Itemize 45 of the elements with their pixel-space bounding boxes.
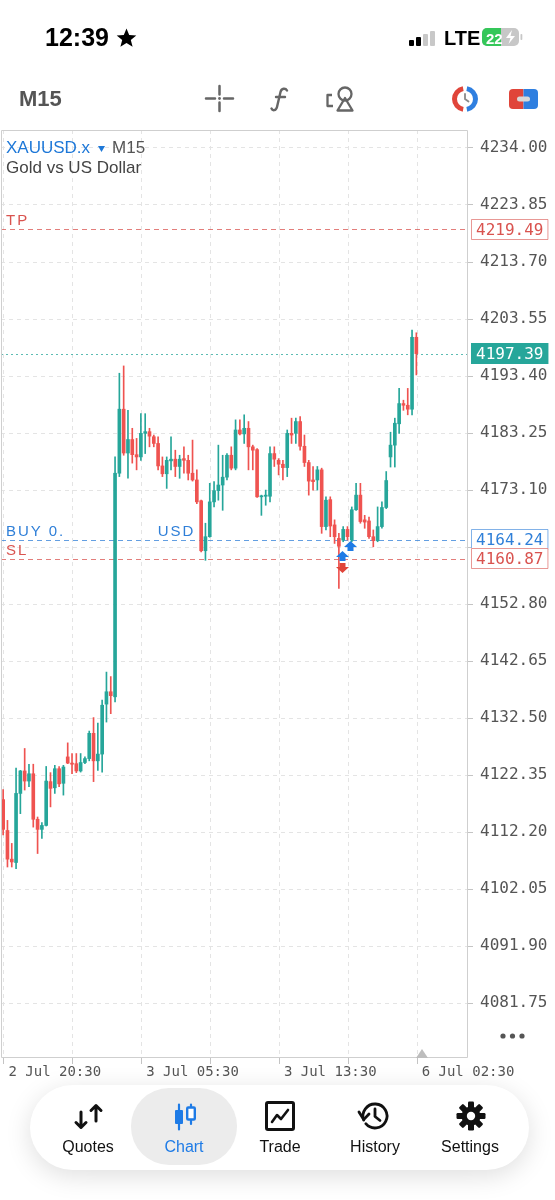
ref-line-label: SL bbox=[6, 540, 29, 558]
text: History bbox=[350, 1138, 400, 1156]
y-tick-label: 4102.05 bbox=[480, 878, 548, 898]
y-tick-label: 4132.50 bbox=[480, 707, 548, 727]
candlestick bbox=[9, 843, 14, 868]
text: 4197.39 bbox=[476, 343, 544, 363]
text: 12:39 bbox=[45, 23, 109, 52]
y-tick-label: 4091.90 bbox=[480, 935, 548, 955]
y-tick-label: 4173.10 bbox=[480, 479, 548, 499]
candlestick bbox=[405, 388, 410, 416]
candlestick bbox=[108, 676, 113, 714]
text: 4164.24 bbox=[476, 530, 544, 549]
x-tick-label: 6 Jul 02:30 bbox=[421, 1063, 515, 1080]
y-tick-label: 4234.00 bbox=[480, 137, 548, 157]
ref-line-label: BUY 0. USD bbox=[6, 521, 196, 539]
y-tick-label: 4203.55 bbox=[480, 308, 548, 328]
text: M15 bbox=[19, 86, 62, 112]
y-tick-label: 4193.40 bbox=[480, 365, 548, 385]
y-tick-label: 4142.65 bbox=[480, 650, 548, 670]
y-tick-label: 4081.75 bbox=[480, 992, 548, 1012]
y-tick-label: 4152.80 bbox=[480, 593, 548, 613]
text: Trade bbox=[259, 1138, 301, 1156]
x-tick-label: 2 Jul 20:30 bbox=[8, 1063, 102, 1080]
y-tick-label: 4213.70 bbox=[480, 251, 548, 271]
x-tick-label: 3 Jul 05:30 bbox=[146, 1063, 239, 1080]
candlestick bbox=[126, 409, 130, 479]
text: 4219.49 bbox=[476, 219, 544, 239]
candlestick bbox=[337, 533, 341, 589]
candlestick bbox=[242, 414, 247, 444]
text: Settings bbox=[441, 1138, 499, 1156]
candlestick bbox=[281, 459, 285, 481]
candlestick bbox=[22, 748, 27, 791]
x-tick-label: 3 Jul 13:30 bbox=[283, 1063, 377, 1080]
y-tick-label: 4112.20 bbox=[480, 821, 548, 841]
text: LTE bbox=[444, 27, 481, 50]
y-tick-label: 4183.25 bbox=[480, 422, 548, 442]
y-tick-label: 4122.35 bbox=[480, 764, 548, 784]
y-tick-label: 4223.85 bbox=[480, 194, 548, 214]
text: Gold vs US Dollar bbox=[6, 158, 142, 178]
text: Quotes bbox=[62, 1138, 114, 1156]
text: 4160.87 bbox=[476, 548, 544, 568]
text: Chart bbox=[164, 1138, 204, 1156]
annotation: M15 bbox=[112, 138, 146, 158]
text: XAUUSD.x bbox=[6, 138, 91, 158]
ref-line-label: TP bbox=[6, 211, 30, 229]
